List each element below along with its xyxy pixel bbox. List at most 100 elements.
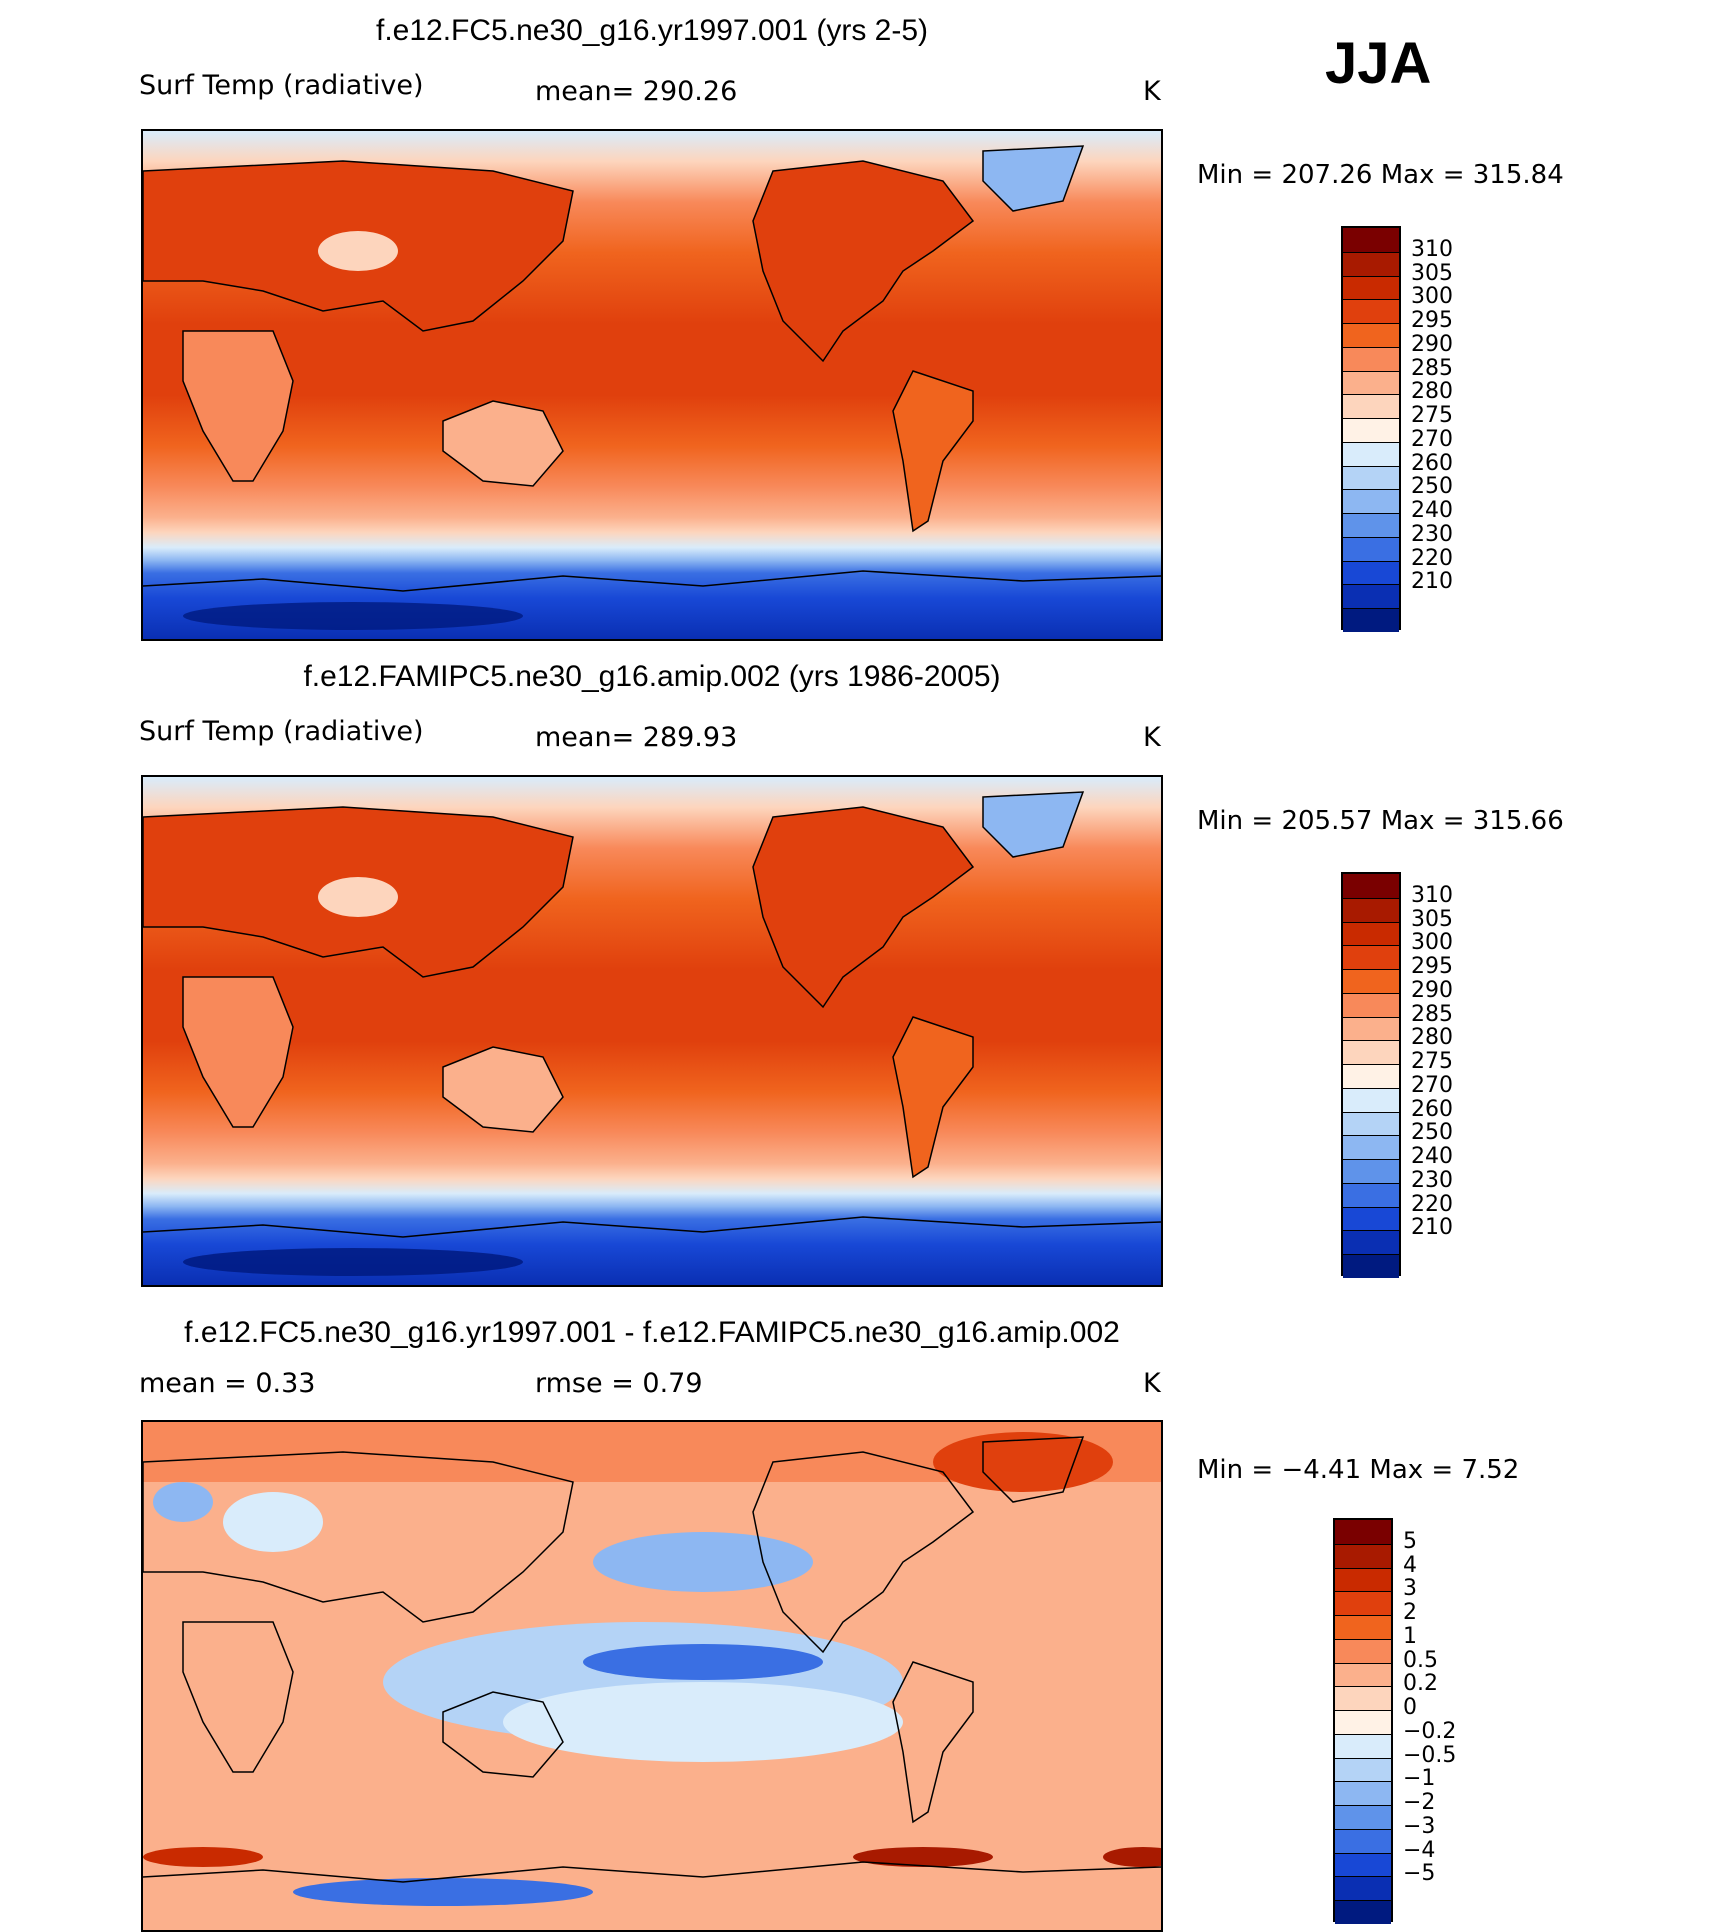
colorbar-swatch	[1343, 323, 1399, 347]
colorbar-swatch	[1343, 489, 1399, 514]
colorbar-swatch	[1335, 1567, 1391, 1592]
colorbar-swatch	[1335, 1757, 1391, 1782]
panel2-units: K	[1143, 722, 1161, 753]
colorbar-swatch	[1335, 1828, 1391, 1853]
colorbar-tick-label: 230	[1411, 1167, 1453, 1193]
panel3-anomalies	[143, 1422, 1161, 1906]
panel3-units: K	[1143, 1368, 1161, 1399]
colorbar-swatch	[1335, 1900, 1391, 1924]
colorbar-tick-label: 250	[1411, 474, 1453, 500]
panel1-title: f.e12.FC5.ne30_g16.yr1997.001 (yrs 2-5)	[376, 14, 928, 47]
colorbar-tick-label: 310	[1411, 882, 1453, 908]
colorbar-swatch	[1335, 1662, 1391, 1687]
colorbar-swatch	[1343, 394, 1399, 419]
colorbar-tick-label: 270	[1411, 1072, 1453, 1098]
colorbar-swatch	[1335, 1615, 1391, 1639]
colorbar-tick-label: 4	[1403, 1552, 1417, 1578]
colorbar-tick-label: 0.5	[1403, 1647, 1438, 1673]
colorbar-tick-label: 310	[1411, 236, 1453, 262]
panel2-variable: Surf Temp (radiative)	[139, 716, 424, 747]
colorbar-tick-label: 0.2	[1403, 1671, 1438, 1697]
colorbar-tick-label: 290	[1411, 977, 1453, 1003]
panel3-land	[143, 1436, 1161, 1883]
colorbar-swatch	[1343, 1064, 1399, 1088]
colorbar-swatch	[1343, 441, 1399, 466]
colorbar-tick-label: 305	[1411, 906, 1453, 932]
season-label: JJA	[1325, 31, 1432, 96]
colorbar-tick-label: 275	[1411, 1049, 1453, 1075]
colorbar-tick-label: 280	[1411, 379, 1453, 405]
colorbar-swatch	[1335, 1733, 1391, 1758]
colorbar-tick-label: 240	[1411, 1144, 1453, 1170]
panel1-units: K	[1143, 76, 1161, 107]
colorbar-tick-label: 230	[1411, 521, 1453, 547]
colorbar-swatch	[1343, 1206, 1399, 1231]
colorbar-swatch	[1343, 465, 1399, 490]
panel2-minmax: Min = 205.57 Max = 315.66	[1197, 806, 1564, 836]
colorbar-swatch	[1343, 1135, 1399, 1160]
panel3-mean: mean = 0.33	[139, 1368, 316, 1399]
colorbar-swatch	[1343, 1182, 1399, 1207]
colorbar-swatch	[1343, 921, 1399, 946]
colorbar-tick-label: 0	[1403, 1695, 1417, 1721]
colorbar-swatch	[1343, 945, 1399, 970]
colorbar-tick-label: 5	[1403, 1528, 1417, 1554]
colorbar-tick-label: 295	[1411, 308, 1453, 334]
colorbar-tick-label: 210	[1411, 569, 1453, 595]
panel2-land	[143, 791, 1161, 1276]
colorbar-tick-label: −1	[1403, 1766, 1436, 1792]
colorbar-swatch	[1343, 584, 1399, 609]
panel3-title: f.e12.FC5.ne30_g16.yr1997.001 - f.e12.FA…	[184, 1316, 1120, 1349]
panel3-minmax: Min = −4.41 Max = 7.52	[1197, 1455, 1520, 1485]
panel3-colorbar	[1333, 1518, 1393, 1924]
colorbar-swatch	[1343, 536, 1399, 561]
colorbar-tick-label: −5	[1403, 1861, 1436, 1887]
colorbar-tick-label: 285	[1411, 355, 1453, 381]
panel1-mean: mean= 290.26	[535, 76, 738, 107]
panel1-land	[143, 145, 1161, 630]
colorbar-swatch	[1343, 251, 1399, 276]
panel3-map	[141, 1420, 1163, 1932]
colorbar-swatch	[1335, 1710, 1391, 1734]
colorbar-tick-label: 240	[1411, 498, 1453, 524]
colorbar-swatch	[1335, 1876, 1391, 1901]
panel1-colorbar	[1341, 226, 1401, 632]
colorbar-swatch	[1343, 969, 1399, 993]
colorbar-tick-label: 250	[1411, 1120, 1453, 1146]
colorbar-swatch	[1343, 608, 1399, 632]
panel1-map	[141, 129, 1163, 641]
colorbar-tick-label: −3	[1403, 1813, 1436, 1839]
panel2-colorbar	[1341, 872, 1401, 1278]
colorbar-tick-label: 280	[1411, 1025, 1453, 1051]
colorbar-tick-label: 305	[1411, 260, 1453, 286]
colorbar-tick-label: 285	[1411, 1001, 1453, 1027]
panel1-variable: Surf Temp (radiative)	[139, 70, 424, 101]
colorbar-tick-label: 220	[1411, 1191, 1453, 1217]
colorbar-swatch	[1343, 1159, 1399, 1183]
colorbar-tick-label: −0.5	[1403, 1742, 1457, 1768]
colorbar-tick-label: −0.2	[1403, 1718, 1457, 1744]
colorbar-swatch	[1343, 370, 1399, 395]
colorbar-swatch	[1343, 897, 1399, 922]
colorbar-swatch	[1335, 1686, 1391, 1711]
colorbar-swatch	[1335, 1520, 1391, 1544]
colorbar-tick-label: 260	[1411, 1096, 1453, 1122]
colorbar-tick-label: 275	[1411, 403, 1453, 429]
colorbar-tick-label: 295	[1411, 954, 1453, 980]
colorbar-swatch	[1343, 346, 1399, 371]
colorbar-swatch	[1343, 228, 1399, 252]
colorbar-swatch	[1343, 992, 1399, 1017]
colorbar-swatch	[1335, 1805, 1391, 1829]
colorbar-swatch	[1343, 1087, 1399, 1112]
colorbar-tick-label: −2	[1403, 1790, 1436, 1816]
colorbar-swatch	[1335, 1781, 1391, 1806]
colorbar-tick-label: 210	[1411, 1215, 1453, 1241]
panel2-map	[141, 775, 1163, 1287]
panel2-mean: mean= 289.93	[535, 722, 738, 753]
colorbar-tick-label: 2	[1403, 1600, 1417, 1626]
colorbar-swatch	[1343, 1016, 1399, 1041]
colorbar-swatch	[1343, 1254, 1399, 1278]
colorbar-tick-label: 300	[1411, 284, 1453, 310]
colorbar-swatch	[1343, 275, 1399, 300]
colorbar-swatch	[1343, 513, 1399, 537]
